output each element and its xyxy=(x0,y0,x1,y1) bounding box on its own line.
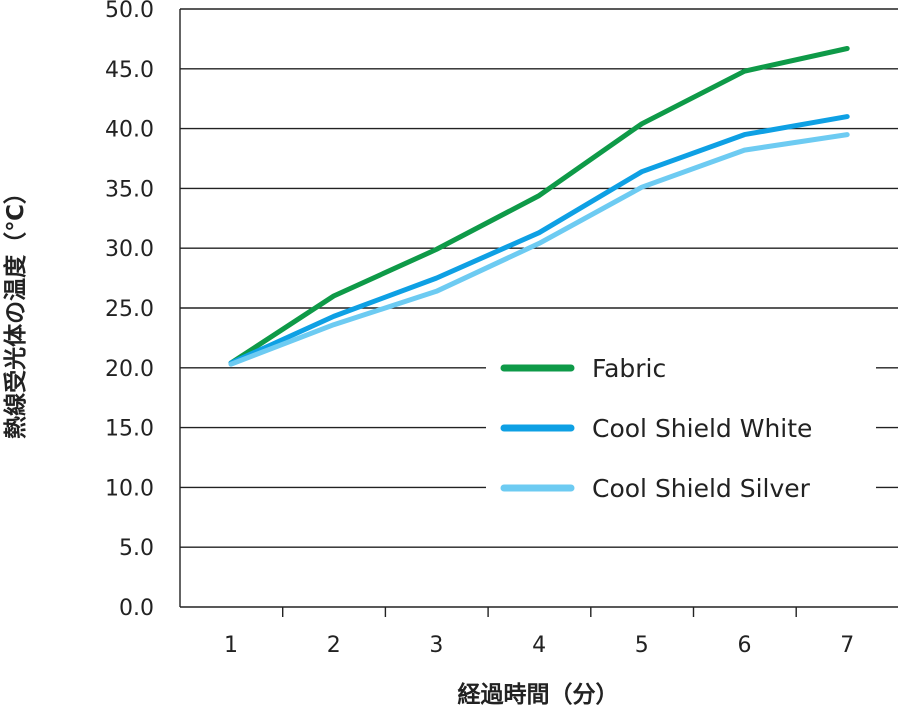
x-tick-label: 3 xyxy=(429,633,443,658)
y-tick-label: 35.0 xyxy=(105,177,154,202)
legend-label: Cool Shield White xyxy=(592,414,812,443)
legend: Fabric Cool Shield White Cool Shield Silve… xyxy=(486,345,876,517)
y-tick-label: 5.0 xyxy=(119,536,154,561)
series-line-0 xyxy=(228,46,850,366)
y-tick-label: 30.0 xyxy=(105,237,154,262)
y-tick-label: 10.0 xyxy=(105,476,154,501)
legend-label: Fabric xyxy=(592,354,666,383)
x-tick-label: 5 xyxy=(635,633,649,658)
x-tick-label: 1 xyxy=(224,633,238,658)
y-tick-label: 20.0 xyxy=(105,357,154,382)
y-tick-label: 45.0 xyxy=(105,58,154,83)
y-tick-label: 0.0 xyxy=(119,596,154,621)
x-tick-label: 7 xyxy=(840,633,854,658)
series-line-1 xyxy=(228,114,850,366)
legend-label: Cool Shield Silver xyxy=(592,474,811,503)
gridlines xyxy=(180,8,898,608)
axes: 0.0 5.0 10.0 15.0 20.0 25.0 30.0 35.0 40.0 45.0 50… xyxy=(105,0,854,658)
y-tick-label: 40.0 xyxy=(105,118,154,143)
y-tick-label: 50.0 xyxy=(105,0,154,23)
x-tick-label: 4 xyxy=(532,633,546,658)
y-tick-label: 25.0 xyxy=(105,297,154,322)
series-lines xyxy=(228,46,850,367)
series-line-2 xyxy=(228,132,850,367)
y-tick-label: 15.0 xyxy=(105,417,154,442)
x-tick-label: 2 xyxy=(327,633,341,658)
x-tick-label: 6 xyxy=(738,633,752,658)
y-axis-title: 熱線受光体の温度（℃） xyxy=(2,181,29,439)
x-axis-title: 経過時間（分） xyxy=(458,681,619,708)
